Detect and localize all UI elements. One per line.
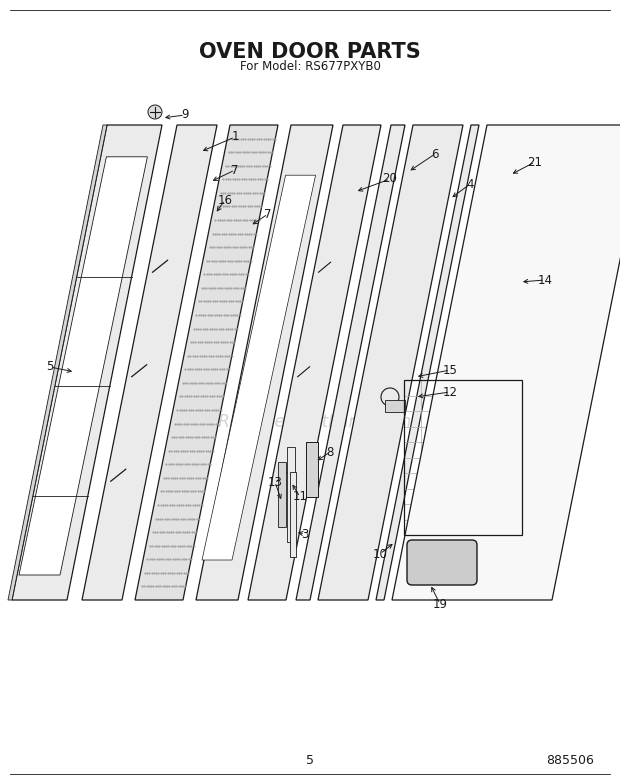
Text: 7: 7 [231,163,239,177]
Text: 19: 19 [433,597,448,611]
Text: For Model: RS677PXYB0: For Model: RS677PXYB0 [239,60,381,74]
Text: 5: 5 [306,754,314,766]
Bar [306,442,318,497]
Text: 16: 16 [218,193,232,206]
Text: 8: 8 [326,446,334,458]
Bar [287,447,295,542]
Text: 7: 7 [264,207,272,221]
Polygon shape [248,125,381,600]
Circle shape [148,105,162,119]
Text: 9: 9 [181,109,188,121]
Text: 13: 13 [268,475,283,489]
Polygon shape [19,157,148,575]
Bar [278,462,286,527]
Polygon shape [376,125,479,600]
Text: 21: 21 [528,156,542,168]
Polygon shape [318,125,463,600]
Polygon shape [8,125,107,600]
Text: OVEN DOOR PARTS: OVEN DOOR PARTS [199,42,421,62]
Polygon shape [12,125,162,600]
Polygon shape [82,125,217,600]
Polygon shape [296,125,405,600]
Text: 15: 15 [443,364,458,376]
Text: eReplacementParts.com: eReplacementParts.com [208,413,412,431]
Text: 3: 3 [301,528,309,540]
Text: 885506: 885506 [546,754,594,766]
Polygon shape [202,175,316,560]
Text: 10: 10 [373,547,388,561]
Bar [385,400,405,412]
Text: 20: 20 [383,173,397,185]
Text: 4: 4 [466,178,474,191]
Bar [290,472,296,557]
Text: 14: 14 [538,274,552,286]
Text: 6: 6 [432,148,439,160]
Text: 5: 5 [46,361,54,374]
Bar [404,380,522,535]
Polygon shape [135,125,278,600]
Polygon shape [196,125,333,600]
FancyBboxPatch shape [407,540,477,585]
Text: 11: 11 [293,490,308,504]
Text: 12: 12 [443,386,458,399]
Polygon shape [392,125,620,600]
Text: 1: 1 [231,131,239,144]
